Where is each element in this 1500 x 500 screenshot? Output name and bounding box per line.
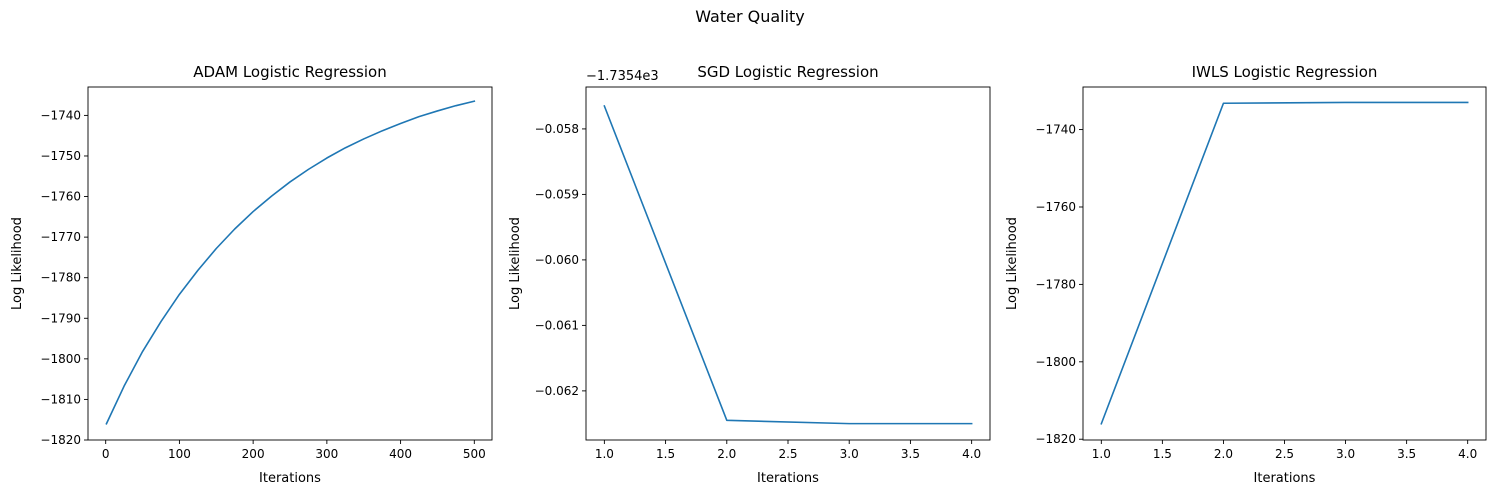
- x-axis-label: Iterations: [757, 471, 819, 486]
- y-tick-label: −1740: [1035, 123, 1076, 137]
- chart-panel-3: IWLS Logistic Regression 1.0 1.5 2.0 2.5 3.0 3…: [1005, 63, 1487, 486]
- x-tick-label: 2.0: [717, 447, 736, 461]
- y-tick-label: −0.061: [535, 318, 579, 332]
- x-tick-label: 200: [242, 447, 265, 461]
- y-tick-label: −1820: [1035, 432, 1076, 446]
- y-tick-label: −1770: [40, 230, 81, 244]
- plot-frame: [1082, 86, 1487, 441]
- x-tick-label: 400: [389, 447, 412, 461]
- x-tick-label: 2.5: [778, 447, 797, 461]
- y-tick-label: −1790: [40, 311, 81, 325]
- chart-title: SGD Logistic Regression: [697, 63, 878, 81]
- x-tick-label: 100: [168, 447, 191, 461]
- y-axis-label: Log Likelihood: [508, 217, 523, 310]
- x-tick-label: 300: [315, 447, 338, 461]
- y-tick-label: −1800: [40, 352, 81, 366]
- series-line: [105, 100, 476, 425]
- x-axis-label: Iterations: [1254, 471, 1316, 486]
- x-tick-label: 3.5: [901, 447, 920, 461]
- chart-title: ADAM Logistic Regression: [193, 63, 386, 81]
- y-axis-offset-label: −1.7354e3: [586, 69, 659, 84]
- chart-panel-1: ADAM Logistic Regression 0 100 200 300 400 500…: [10, 63, 493, 486]
- y-tick-label: −1800: [1035, 355, 1076, 369]
- x-tick-label: 3.0: [1336, 447, 1355, 461]
- y-tick-label: −1750: [40, 149, 81, 163]
- x-tick-label: 1.5: [1153, 447, 1172, 461]
- x-tick-label: 1.0: [1092, 447, 1111, 461]
- series-line: [1100, 101, 1469, 425]
- y-tick-label: −1780: [40, 271, 81, 285]
- y-tick-label: −1740: [40, 108, 81, 122]
- y-tick-label: −0.062: [535, 384, 579, 398]
- y-axis-label: Log Likelihood: [1005, 217, 1020, 310]
- plot-frame: [585, 86, 991, 441]
- y-tick-label: −1760: [1035, 200, 1076, 214]
- x-tick-label: 4.0: [962, 447, 981, 461]
- y-tick-label: −0.060: [535, 253, 579, 267]
- figure-suptitle: Water Quality: [695, 7, 805, 26]
- plot-frame: [87, 86, 493, 441]
- y-tick-label: −1810: [40, 392, 81, 406]
- y-tick-label: −0.059: [535, 187, 579, 201]
- x-tick-label: 1.0: [595, 447, 614, 461]
- y-tick-label: −1820: [40, 433, 81, 447]
- y-axis-label: Log Likelihood: [10, 217, 25, 310]
- x-tick-label: 2.5: [1275, 447, 1294, 461]
- x-tick-label: 4.0: [1458, 447, 1477, 461]
- x-axis-label: Iterations: [259, 471, 321, 486]
- x-tick-label: 500: [463, 447, 486, 461]
- x-tick-label: 3.5: [1397, 447, 1416, 461]
- series-line: [603, 104, 973, 425]
- x-tick-label: 0: [102, 447, 110, 461]
- x-tick-label: 2.0: [1214, 447, 1233, 461]
- y-tick-label: −1760: [40, 190, 81, 204]
- x-tick-label: 1.5: [656, 447, 675, 461]
- y-tick-label: −1780: [1035, 277, 1076, 291]
- y-tick-label: −0.058: [535, 122, 579, 136]
- chart-panel-2: SGD Logistic Regression −1.7354e3 1.0 1.5 2.…: [508, 63, 991, 486]
- x-tick-label: 3.0: [840, 447, 859, 461]
- chart-title: IWLS Logistic Regression: [1192, 63, 1378, 81]
